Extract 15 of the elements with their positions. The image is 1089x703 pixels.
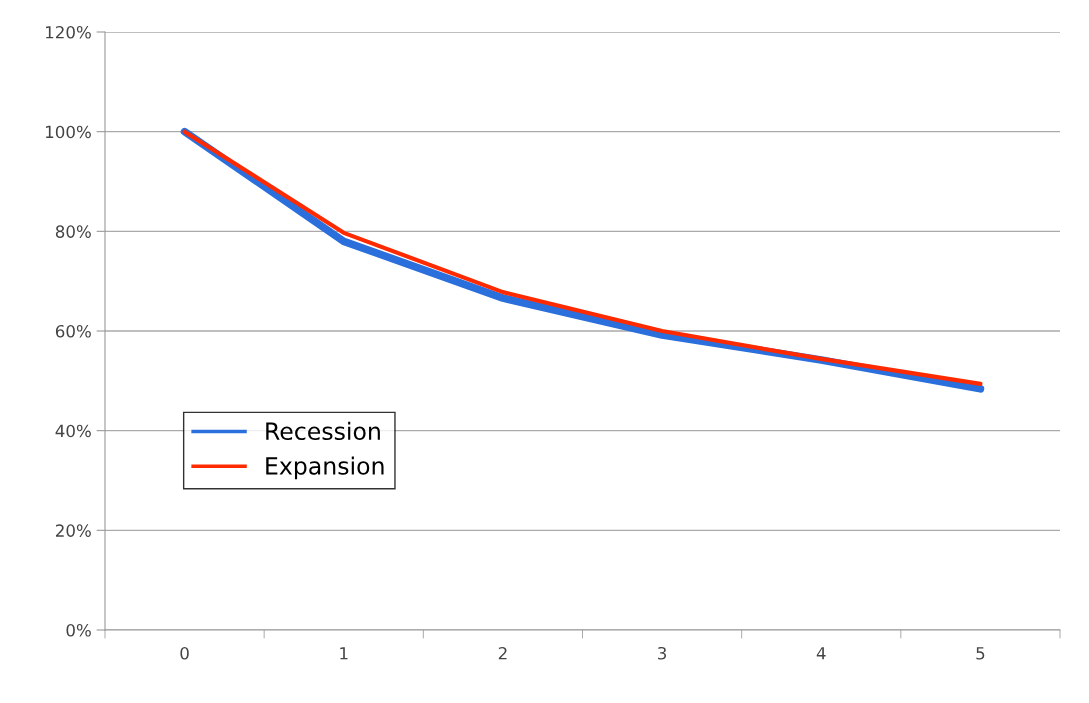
legend-label: Recession — [266, 421, 380, 441]
x-tick-label: 1 — [340, 647, 348, 660]
y-tick-label: 100% — [45, 125, 91, 139]
legend-label: Expansion — [266, 456, 384, 480]
x-tick-label: 5 — [976, 647, 985, 660]
x-tick-label: 0 — [180, 646, 189, 660]
x-tick-label: 4 — [816, 647, 826, 660]
y-tick-label: 60% — [55, 324, 91, 338]
y-tick-label: 20% — [55, 524, 91, 537]
y-tick-label: 0% — [66, 623, 91, 637]
y-tick-label: 120% — [45, 25, 91, 39]
y-tick-label: 40% — [55, 424, 91, 438]
x-tick-label: 2 — [498, 646, 507, 660]
y-tick-label: 80% — [55, 225, 91, 238]
x-tick-label: 3 — [658, 646, 667, 660]
